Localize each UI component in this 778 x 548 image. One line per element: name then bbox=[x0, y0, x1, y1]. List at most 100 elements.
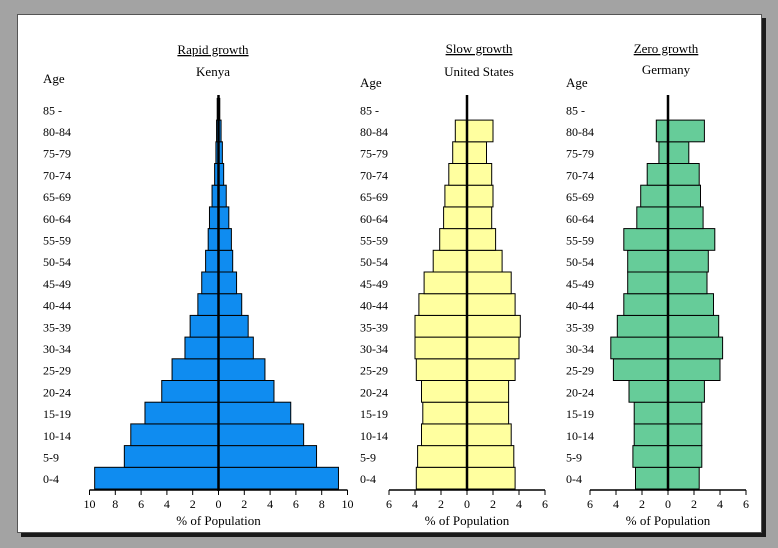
bar-male-5-9 bbox=[417, 445, 468, 468]
bar-female-35-39 bbox=[466, 314, 521, 338]
age-tick-label: 55-59 bbox=[360, 233, 388, 247]
age-tick-label: 35-39 bbox=[360, 320, 388, 334]
bar-male-15-19 bbox=[144, 401, 219, 425]
age-tick-label: 55-59 bbox=[43, 233, 71, 247]
age-tick-label: 55-59 bbox=[566, 233, 594, 247]
bar-female-10-14 bbox=[466, 423, 512, 447]
population-pyramids-chart: Rapid growth Kenya Age 0-4 5-9 10-14 15-19 20-2… bbox=[43, 41, 749, 528]
bar-male-45-49 bbox=[627, 271, 669, 295]
bar-male-20-24 bbox=[161, 380, 220, 403]
bar-male-5-9 bbox=[123, 445, 219, 468]
pyramid-country-label: United States bbox=[444, 64, 514, 79]
bar-male-5-9 bbox=[632, 445, 669, 468]
age-tick-label: 10-14 bbox=[43, 429, 71, 443]
bar-female-40-44 bbox=[218, 293, 243, 316]
chart-frame: Rapid growth Kenya Age 0-4 5-9 10-14 15-19 20-2… bbox=[17, 14, 762, 533]
bar-male-15-19 bbox=[633, 401, 669, 425]
bar-female-35-39 bbox=[667, 314, 720, 338]
age-tick-label: 70-74 bbox=[360, 168, 388, 182]
age-tick-label: 45-49 bbox=[360, 277, 388, 291]
age-tick-label: 5-9 bbox=[566, 450, 582, 464]
bar-female-25-29 bbox=[667, 358, 721, 381]
bar-male-30-34 bbox=[414, 336, 468, 360]
x-tick-label: 4 bbox=[164, 497, 170, 511]
age-tick-label: 70-74 bbox=[566, 168, 594, 182]
age-tick-label: 25-29 bbox=[566, 364, 594, 378]
bar-female-80-84 bbox=[466, 119, 494, 143]
bar-male-80-84 bbox=[454, 119, 468, 143]
age-tick-label: 70-74 bbox=[43, 168, 71, 182]
x-tick-label: 6 bbox=[743, 497, 749, 511]
age-tick-label: 5-9 bbox=[360, 450, 376, 464]
bar-female-30-34 bbox=[466, 336, 520, 360]
bar-female-15-19 bbox=[218, 401, 292, 425]
pyramid-title: Zero growth bbox=[634, 41, 699, 56]
bar-female-10-14 bbox=[218, 423, 305, 447]
age-tick-label: 35-39 bbox=[43, 320, 71, 334]
bar-female-60-64 bbox=[667, 206, 704, 230]
age-tick-label: 10-14 bbox=[566, 429, 594, 443]
bar-female-45-49 bbox=[466, 271, 512, 295]
x-tick-label: 2 bbox=[490, 497, 496, 511]
age-tick-label: 40-44 bbox=[43, 299, 71, 313]
bar-male-0-4 bbox=[94, 466, 219, 490]
bar-male-45-49 bbox=[201, 271, 219, 295]
x-tick-label: 8 bbox=[319, 497, 325, 511]
bar-female-35-39 bbox=[218, 314, 249, 338]
bar-male-10-14 bbox=[130, 423, 219, 447]
x-tick-label: 4 bbox=[613, 497, 619, 511]
age-tick-label: 75-79 bbox=[566, 147, 594, 161]
bar-female-45-49 bbox=[218, 271, 238, 295]
age-tick-label: 30-34 bbox=[360, 342, 388, 356]
age-tick-label: 45-49 bbox=[43, 277, 71, 291]
bar-male-20-24 bbox=[421, 380, 468, 403]
bar-female-65-69 bbox=[667, 184, 701, 208]
y-axis-label: Age bbox=[43, 71, 65, 86]
bar-female-5-9 bbox=[218, 445, 318, 468]
bar-male-55-59 bbox=[439, 228, 468, 251]
age-tick-label: 65-69 bbox=[360, 190, 388, 204]
age-tick-label: 15-19 bbox=[360, 407, 388, 421]
bar-female-50-54 bbox=[218, 249, 234, 273]
age-tick-label: 40-44 bbox=[360, 299, 388, 313]
bar-male-40-44 bbox=[418, 293, 468, 316]
age-tick-label: 80-84 bbox=[360, 125, 388, 139]
age-tick-label: 85 - bbox=[566, 103, 585, 117]
age-tick-label: 80-84 bbox=[566, 125, 594, 139]
pyramid-title: Rapid growth bbox=[177, 42, 249, 57]
x-axis-label: % of Population bbox=[425, 513, 510, 528]
bar-female-30-34 bbox=[667, 336, 724, 360]
bar-male-80-84 bbox=[655, 119, 669, 143]
bar-male-10-14 bbox=[421, 423, 468, 447]
x-axis-label: % of Population bbox=[176, 513, 261, 528]
age-tick-label: 45-49 bbox=[566, 277, 594, 291]
bar-male-20-24 bbox=[628, 380, 669, 403]
x-tick-label: 2 bbox=[190, 497, 196, 511]
bar-male-50-54 bbox=[627, 249, 669, 273]
bar-male-30-34 bbox=[184, 336, 220, 360]
bar-male-55-59 bbox=[207, 228, 219, 251]
age-tick-label: 60-64 bbox=[43, 212, 71, 226]
bar-male-65-69 bbox=[640, 184, 669, 208]
age-tick-label: 15-19 bbox=[43, 407, 71, 421]
age-tick-label: 75-79 bbox=[360, 147, 388, 161]
age-tick-label: 30-34 bbox=[566, 342, 594, 356]
age-tick-label: 75-79 bbox=[43, 147, 71, 161]
bar-male-60-64 bbox=[443, 206, 468, 230]
age-tick-label: 65-69 bbox=[566, 190, 594, 204]
bar-male-70-74 bbox=[448, 163, 468, 186]
bar-male-35-39 bbox=[616, 314, 669, 338]
y-axis-label: Age bbox=[360, 75, 382, 90]
bar-female-55-59 bbox=[466, 228, 497, 251]
bar-male-55-59 bbox=[623, 228, 669, 251]
age-tick-label: 20-24 bbox=[566, 385, 594, 399]
bar-female-0-4 bbox=[218, 466, 339, 490]
x-tick-label: 6 bbox=[542, 497, 548, 511]
bar-male-40-44 bbox=[197, 293, 219, 316]
x-tick-label: 6 bbox=[587, 497, 593, 511]
bar-female-25-29 bbox=[466, 358, 516, 381]
bar-female-65-69 bbox=[466, 184, 494, 208]
age-tick-label: 50-54 bbox=[360, 255, 388, 269]
bar-male-35-39 bbox=[414, 314, 468, 338]
pyramid-title: Slow growth bbox=[446, 41, 513, 56]
